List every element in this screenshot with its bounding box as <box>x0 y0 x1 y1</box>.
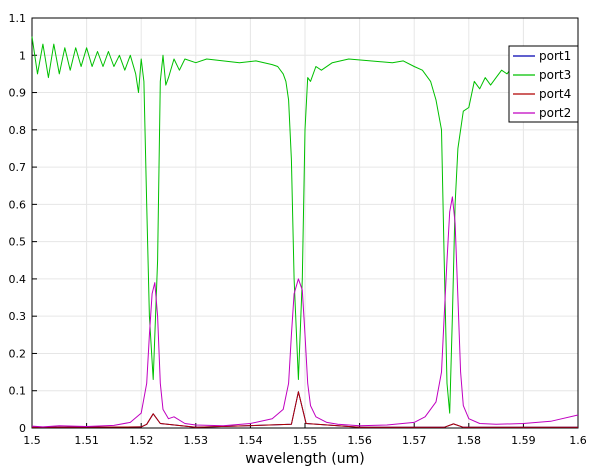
ticks: 1.5 1.51 1.52 1.53 1.54 1.55 1.56 1.57 1.58 1.59 1… <box>9 12 587 447</box>
y-tick-label: 0.4 <box>9 273 27 286</box>
grid <box>31 17 579 429</box>
y-tick-label: 1.1 <box>9 12 27 25</box>
legend: port1 port3 port4 port2 <box>508 45 579 123</box>
x-tick-label: 1.6 <box>569 434 587 447</box>
legend-label-port2: port2 <box>539 106 571 120</box>
y-tick-label: 0.8 <box>9 124 27 137</box>
x-tick-label: 1.52 <box>129 434 154 447</box>
y-tick-label: 0.9 <box>9 87 27 100</box>
y-tick-label: 0.6 <box>9 198 27 211</box>
y-tick-label: 0.5 <box>9 236 27 249</box>
x-tick-label: 1.57 <box>402 434 427 447</box>
series-line-port2 <box>31 196 579 428</box>
x-tick-label: 1.51 <box>74 434 99 447</box>
x-tick-label: 1.53 <box>184 434 209 447</box>
y-tick-label: 0.7 <box>9 161 27 174</box>
x-tick-label: 1.59 <box>511 434 536 447</box>
legend-label-port3: port3 <box>539 68 571 82</box>
legend-label-port1: port1 <box>539 49 571 63</box>
x-tick-label: 1.5 <box>23 434 41 447</box>
series-line-port3 <box>31 36 579 414</box>
series-line-port4 <box>31 391 578 428</box>
legend-label-port4: port4 <box>539 87 571 101</box>
series-lines <box>31 36 579 428</box>
legend-box <box>508 45 579 123</box>
y-tick-label: 1 <box>19 49 26 62</box>
x-axis-label: wavelength (um) <box>245 451 364 467</box>
y-tick-label: 0.3 <box>9 310 27 323</box>
y-tick-label: 0.2 <box>9 347 27 360</box>
x-tick-label: 1.55 <box>293 434 318 447</box>
x-tick-label: 1.58 <box>457 434 482 447</box>
y-tick-label: 0 <box>19 422 26 435</box>
x-tick-label: 1.54 <box>238 434 263 447</box>
x-tick-label: 1.56 <box>347 434 372 447</box>
y-tick-label: 0.1 <box>9 385 27 398</box>
